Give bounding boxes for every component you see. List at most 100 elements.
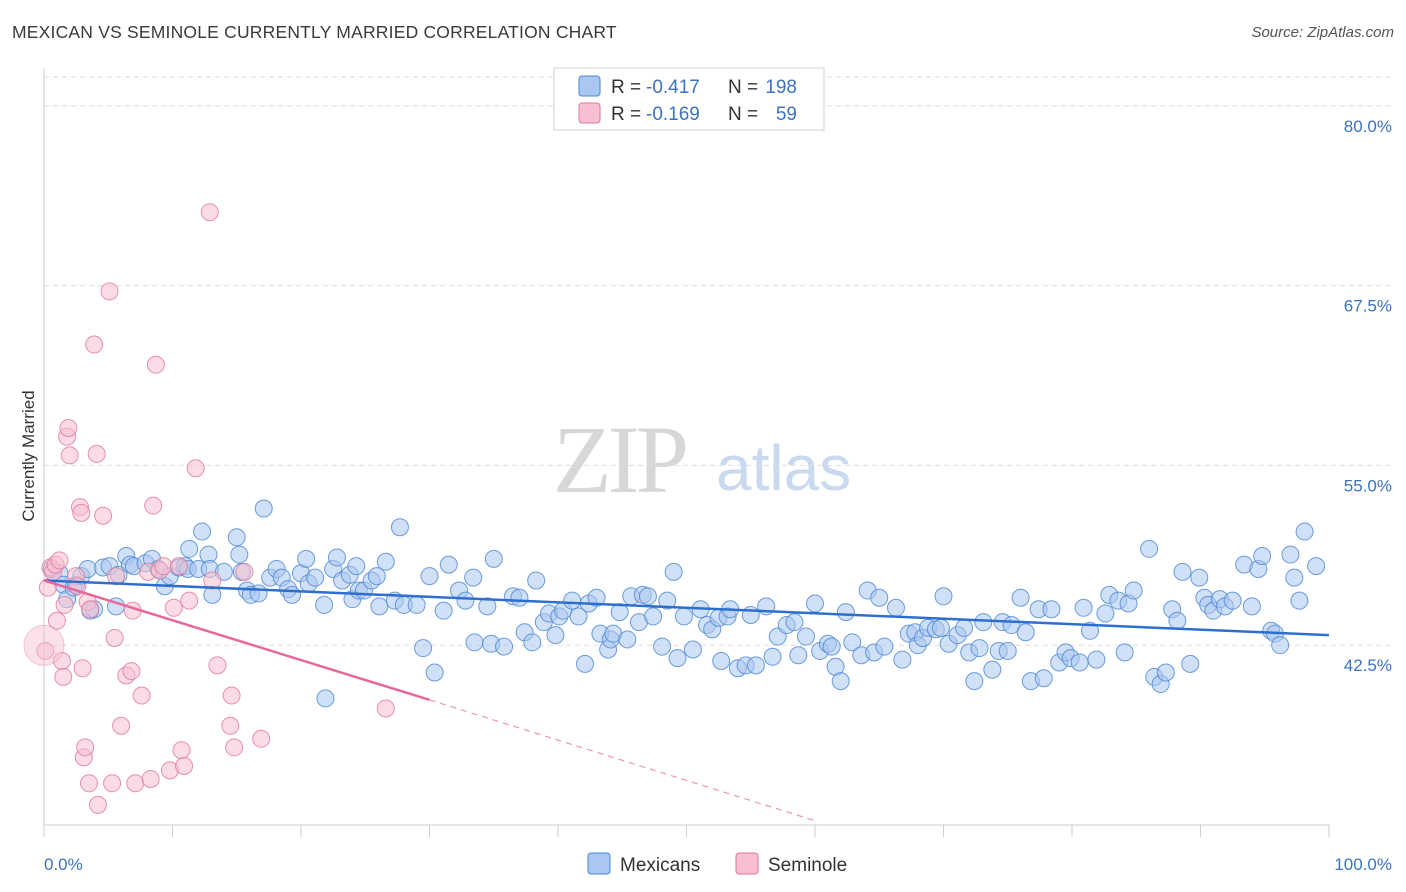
mexicans-point (180, 539, 199, 558)
legend-n-label: N = (728, 104, 758, 125)
mexicans-point (822, 637, 841, 656)
seminole-point (172, 741, 191, 760)
mexicans-point (836, 603, 855, 622)
y-tick-label: 80.0% (1344, 117, 1392, 136)
mexicans-point (638, 587, 657, 606)
mexicans-point (664, 562, 683, 581)
seminole-point (85, 335, 104, 354)
seminole-point (146, 355, 165, 374)
mexicans-point (1173, 562, 1192, 581)
legend-r-label: R = (611, 104, 641, 125)
seminole-point (79, 774, 98, 793)
mexicans-point (315, 595, 334, 614)
mexicans-point (367, 567, 386, 586)
mexicans-point (587, 588, 606, 607)
mexicans-point (658, 591, 677, 610)
mexicans-point (254, 499, 273, 518)
mexicans-point (230, 545, 249, 564)
mexicans-point (1034, 669, 1053, 688)
watermark-atlas: atlas (716, 432, 851, 504)
y-tick-labels: 42.5% 55.0% 67.5% 80.0% (1344, 117, 1392, 675)
seminole-point (87, 444, 106, 463)
mexicans-point (249, 584, 268, 603)
mexicans-point (376, 552, 395, 571)
legend-swatch-seminole (578, 102, 601, 124)
mexicans-point (1181, 654, 1200, 673)
mexicans-point (746, 656, 765, 675)
seminole-point (76, 738, 95, 757)
mexicans-point (843, 633, 862, 652)
mexicans-point (484, 549, 503, 568)
mexicans-point (1016, 623, 1035, 642)
mexicans-point (1042, 600, 1061, 619)
seminole-trend-line (43, 579, 430, 702)
series-legend: Mexicans Seminole (587, 852, 847, 876)
mexicans-point (1242, 597, 1261, 616)
mexicans-point (1253, 547, 1272, 566)
seminole-point (235, 562, 254, 581)
seminole-point (175, 757, 194, 776)
mexicans-point (1124, 581, 1143, 600)
legend-r-value: -0.417 (646, 77, 700, 98)
mexicans-point (1140, 539, 1159, 558)
seminole-point (36, 641, 55, 660)
legend-label-mexicans: Mexicans (620, 855, 700, 876)
mexicans-point (1096, 604, 1115, 623)
mexicans-point (955, 618, 974, 637)
seminole-point (100, 282, 119, 301)
legend-n-value: 59 (776, 104, 797, 125)
seminole-point (252, 729, 271, 748)
mexicans-point (569, 607, 588, 626)
mexicans-point (439, 555, 458, 574)
seminole-point (154, 557, 173, 576)
seminole-points (23, 203, 395, 814)
seminole-point (186, 459, 205, 478)
mexicans-point (527, 571, 546, 590)
legend-row-seminole: R = -0.169 N = 59 (578, 102, 797, 125)
mexicans-point (297, 549, 316, 568)
legend-swatch-mexicans (578, 75, 601, 97)
seminole-point-large (23, 624, 65, 666)
mexicans-point (1307, 557, 1326, 576)
seminole-point (55, 595, 74, 614)
mexicans-point (965, 672, 984, 691)
legend-n-label: N = (728, 77, 758, 98)
mexicans-point (390, 518, 409, 537)
mexicans-point (875, 637, 894, 656)
trend-lines (43, 579, 1330, 822)
seminole-point (200, 203, 219, 222)
chart-title: MEXICAN VS SEMINOLE CURRENTLY MARRIED CO… (12, 22, 617, 42)
seminole-point (122, 662, 141, 681)
mexicans-point (789, 646, 808, 665)
seminole-point (203, 571, 222, 590)
seminole-point (103, 774, 122, 793)
seminole-point (112, 716, 131, 735)
mexicans-point (420, 567, 439, 586)
mexicans-point (970, 639, 989, 658)
mexicans-point (1285, 568, 1304, 587)
stats-legend: R = -0.417 N = 198 R = -0.169 N = 59 (553, 67, 825, 131)
seminole-point (376, 699, 395, 718)
legend-n-value: 198 (765, 77, 797, 98)
mexicans-point (1271, 636, 1290, 655)
mexicans-point (1080, 621, 1099, 640)
y-tick-label: 42.5% (1344, 656, 1392, 675)
mexicans-point (1070, 653, 1089, 672)
mexicans-point (1087, 650, 1106, 669)
mexicans-point (1295, 522, 1314, 541)
legend-row-mexicans: R = -0.417 N = 198 (578, 75, 797, 98)
seminole-trend-extension (429, 699, 816, 822)
mexicans-point (806, 594, 824, 613)
axes (43, 68, 1330, 837)
legend-label-seminole: Seminole (768, 855, 847, 876)
mexicans-point (370, 597, 389, 616)
mexicans-point (983, 660, 1002, 679)
mexicans-point (546, 626, 565, 645)
y-tick-label: 55.0% (1344, 476, 1392, 495)
mexicans-point (998, 641, 1017, 660)
mexicans-point (495, 637, 514, 656)
seminole-point (47, 611, 66, 630)
seminole-point (60, 446, 79, 465)
mexicans-point (893, 650, 912, 669)
